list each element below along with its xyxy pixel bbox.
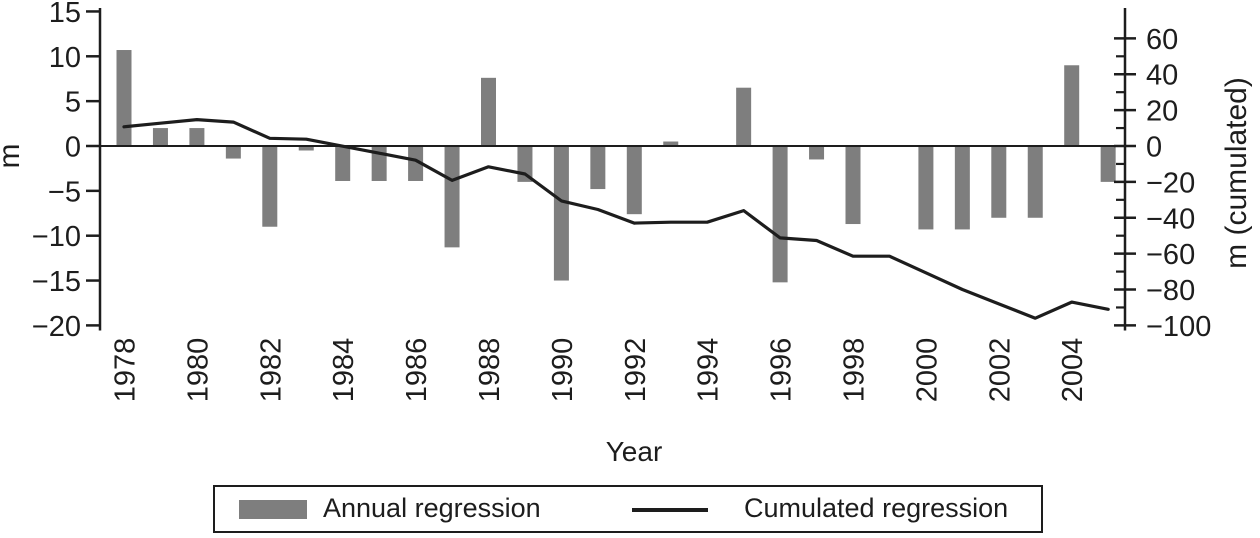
x-tick-label-1996: 1996 xyxy=(766,338,798,403)
bar-2000 xyxy=(918,146,934,230)
bar-1988 xyxy=(481,77,496,146)
right-tick-label--100: −100 xyxy=(1146,311,1211,343)
bar-2004 xyxy=(1064,65,1080,146)
legend-line-swatch xyxy=(632,508,708,512)
right-axis-title: m (cumulated) xyxy=(1220,77,1253,269)
left-tick-label-0: 0 xyxy=(65,132,81,164)
bar-2003 xyxy=(1027,146,1043,218)
legend-annual-label: Annual regression xyxy=(323,493,541,523)
right-tick-label--40: −40 xyxy=(1146,203,1195,235)
bar-1990 xyxy=(553,146,569,281)
annual-regression-bars xyxy=(116,50,1116,283)
bar-1996 xyxy=(772,146,788,283)
left-axis-title: m xyxy=(0,36,30,276)
legend: Annual regression Cumulated regression xyxy=(213,485,1043,533)
x-tick-label-2000: 2000 xyxy=(911,338,943,403)
right-tick-label--60: −60 xyxy=(1146,239,1195,271)
left-tick-label-10: 10 xyxy=(49,42,81,74)
right-tick-label--80: −80 xyxy=(1146,275,1195,307)
x-tick-label-2002: 2002 xyxy=(984,338,1016,403)
bar-1995 xyxy=(736,87,752,146)
bar-1984 xyxy=(335,146,351,181)
bar-1987 xyxy=(444,146,460,248)
bar-1997 xyxy=(809,146,825,160)
left-tick-label--5: −5 xyxy=(48,176,81,208)
x-tick-label-2004: 2004 xyxy=(1057,338,1089,403)
bar-1982 xyxy=(262,146,278,227)
bar-1993 xyxy=(663,141,679,146)
cumulated-regression-line xyxy=(122,117,1110,320)
x-tick-label-1980: 1980 xyxy=(182,338,214,403)
bar-1980 xyxy=(189,128,205,146)
bar-1991 xyxy=(590,146,606,190)
bar-1978 xyxy=(116,50,132,147)
right-tick-label-20: 20 xyxy=(1146,96,1178,128)
bar-2001 xyxy=(954,146,970,230)
left-axis: 15 10 5 0 −5 −10 −15 −20 xyxy=(32,0,102,343)
left-tick-label-5: 5 xyxy=(65,87,81,119)
x-axis-title: Year xyxy=(605,436,663,467)
x-tick-label-1982: 1982 xyxy=(255,338,287,403)
x-tick-label-1994: 1994 xyxy=(693,338,725,403)
bar-1983 xyxy=(298,146,314,151)
legend-bar-swatch xyxy=(239,500,307,519)
x-tick-label-1998: 1998 xyxy=(839,338,871,403)
x-tick-label-1988: 1988 xyxy=(474,338,506,403)
right-tick-label--20: −20 xyxy=(1146,167,1195,199)
right-tick-label-0: 0 xyxy=(1146,132,1162,164)
bar-1981 xyxy=(225,146,241,159)
bar-1986 xyxy=(408,146,424,181)
right-axis: 60 40 20 0−20 −40 −60 −80 −100 xyxy=(1114,8,1211,343)
bar-2002 xyxy=(991,146,1007,218)
left-tick-label--15: −15 xyxy=(32,266,81,298)
x-tick-label-1990: 1990 xyxy=(547,338,579,403)
x-tick-label-1986: 1986 xyxy=(401,338,433,403)
left-tick-label-15: 15 xyxy=(49,0,81,29)
x-tick-label-1992: 1992 xyxy=(620,338,652,403)
bar-2005 xyxy=(1100,146,1116,182)
x-tick-label-1984: 1984 xyxy=(328,338,360,403)
right-tick-label-60: 60 xyxy=(1146,24,1178,56)
x-axis-labels: 1978 1980 1982 1984 1986 1988 1990 1992 1994 1996… xyxy=(110,338,1090,403)
right-tick-label-40: 40 xyxy=(1146,60,1178,92)
left-tick-label--10: −10 xyxy=(32,221,81,253)
bar-1979 xyxy=(152,128,168,146)
legend-cumulated-label: Cumulated regression xyxy=(744,493,1009,523)
bar-1992 xyxy=(626,146,642,215)
bar-1998 xyxy=(845,146,861,225)
left-tick-label--20: −20 xyxy=(32,311,81,343)
x-tick-label-1978: 1978 xyxy=(110,338,142,403)
